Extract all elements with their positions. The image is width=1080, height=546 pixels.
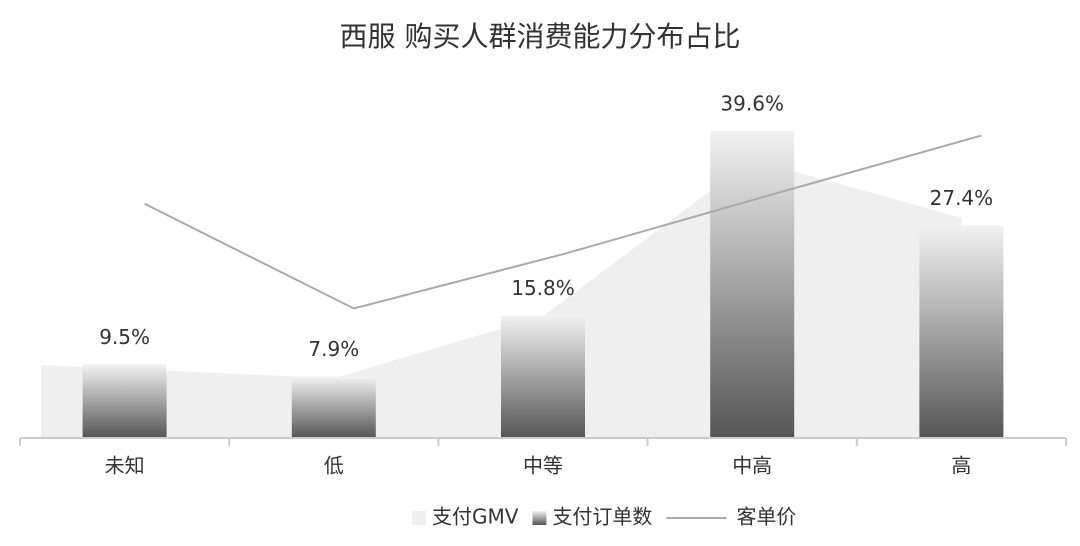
value-label: 9.5%	[99, 325, 150, 349]
x-tick-label: 未知	[105, 454, 145, 478]
x-tick-label: 中等	[523, 454, 563, 478]
bar	[82, 364, 167, 438]
bar	[919, 225, 1004, 438]
chart-title: 西服 购买人群消费能力分布占比	[340, 20, 741, 53]
bar	[291, 376, 376, 438]
x-tick-label: 低	[324, 454, 344, 478]
legend-label: 支付GMV	[432, 505, 519, 529]
legend-label: 客单价	[736, 505, 796, 529]
bar	[710, 130, 795, 438]
x-tick-label: 中高	[732, 454, 772, 478]
value-label: 27.4%	[930, 186, 994, 210]
legend-swatch	[412, 511, 426, 525]
x-tick-label: 高	[951, 454, 971, 478]
legend-swatch	[532, 511, 547, 525]
line	[144, 134, 982, 310]
value-label: 15.8%	[511, 276, 575, 300]
legend-label: 支付订单数	[552, 505, 652, 529]
bar	[501, 315, 585, 438]
value-label: 39.6%	[720, 91, 784, 115]
value-label: 7.9%	[308, 337, 359, 361]
